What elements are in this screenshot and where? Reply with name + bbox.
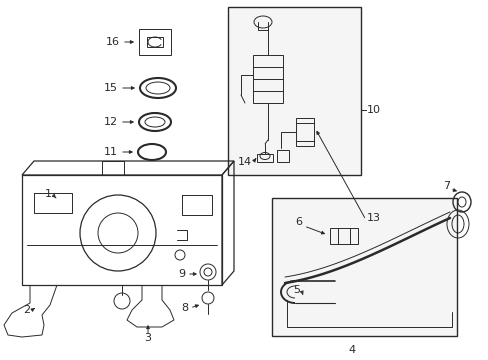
Bar <box>276 150 288 162</box>
Text: 3: 3 <box>144 333 151 343</box>
Text: 6: 6 <box>294 217 302 227</box>
Text: 1: 1 <box>45 189 52 199</box>
Text: 2: 2 <box>23 305 30 315</box>
Text: 7: 7 <box>443 181 449 191</box>
Text: 9: 9 <box>178 269 184 279</box>
Text: 14: 14 <box>237 157 251 167</box>
Text: 16: 16 <box>106 37 120 47</box>
Text: 10: 10 <box>366 105 380 115</box>
Bar <box>271 198 456 336</box>
Text: 11: 11 <box>104 147 118 157</box>
Bar <box>227 7 360 175</box>
Bar <box>22 175 222 285</box>
Bar <box>329 228 357 244</box>
Text: 5: 5 <box>292 285 299 295</box>
Text: 8: 8 <box>181 303 187 313</box>
Text: 13: 13 <box>366 213 380 223</box>
Bar <box>252 55 283 103</box>
Bar <box>295 118 313 146</box>
Text: 15: 15 <box>104 83 118 93</box>
Bar <box>102 161 124 175</box>
Text: 4: 4 <box>348 345 355 355</box>
Text: 12: 12 <box>103 117 118 127</box>
Bar <box>257 154 272 162</box>
